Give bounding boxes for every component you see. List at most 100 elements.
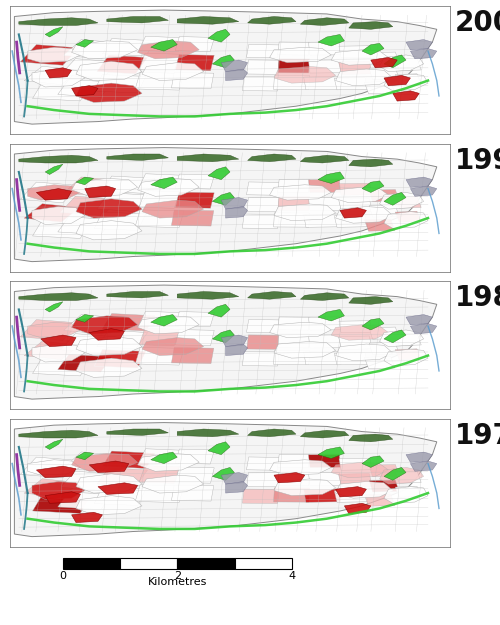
Polygon shape bbox=[45, 302, 63, 312]
Polygon shape bbox=[308, 198, 341, 211]
Polygon shape bbox=[274, 204, 336, 221]
Polygon shape bbox=[349, 22, 393, 29]
Polygon shape bbox=[308, 454, 341, 468]
Text: 0: 0 bbox=[60, 571, 66, 581]
Polygon shape bbox=[28, 322, 80, 338]
Polygon shape bbox=[336, 487, 366, 497]
Polygon shape bbox=[369, 342, 399, 354]
Polygon shape bbox=[384, 212, 428, 228]
Polygon shape bbox=[20, 319, 79, 340]
Polygon shape bbox=[270, 322, 331, 338]
Polygon shape bbox=[107, 291, 168, 298]
Polygon shape bbox=[135, 72, 184, 90]
Polygon shape bbox=[76, 336, 142, 356]
Polygon shape bbox=[32, 359, 88, 376]
Polygon shape bbox=[384, 55, 406, 68]
Polygon shape bbox=[72, 316, 138, 334]
Polygon shape bbox=[369, 464, 399, 477]
Polygon shape bbox=[406, 177, 432, 187]
Polygon shape bbox=[36, 466, 76, 478]
Polygon shape bbox=[107, 429, 168, 436]
Polygon shape bbox=[349, 434, 393, 442]
Polygon shape bbox=[139, 449, 185, 464]
Polygon shape bbox=[248, 429, 296, 437]
Polygon shape bbox=[212, 55, 234, 68]
Polygon shape bbox=[102, 176, 155, 193]
Polygon shape bbox=[247, 60, 279, 74]
Polygon shape bbox=[406, 314, 432, 325]
Polygon shape bbox=[384, 76, 410, 86]
Polygon shape bbox=[248, 16, 296, 24]
Polygon shape bbox=[304, 76, 341, 90]
Polygon shape bbox=[274, 479, 336, 496]
Polygon shape bbox=[384, 330, 406, 342]
Polygon shape bbox=[278, 471, 310, 486]
Polygon shape bbox=[371, 58, 397, 68]
Polygon shape bbox=[102, 451, 155, 468]
Polygon shape bbox=[242, 76, 279, 91]
Polygon shape bbox=[395, 486, 421, 498]
Polygon shape bbox=[58, 217, 112, 234]
Polygon shape bbox=[24, 66, 80, 84]
Polygon shape bbox=[76, 496, 142, 515]
Polygon shape bbox=[369, 68, 399, 79]
Polygon shape bbox=[94, 212, 146, 231]
Polygon shape bbox=[107, 16, 168, 23]
Polygon shape bbox=[142, 475, 204, 493]
Polygon shape bbox=[221, 335, 248, 347]
Polygon shape bbox=[172, 72, 214, 89]
Polygon shape bbox=[89, 329, 124, 340]
Polygon shape bbox=[226, 69, 248, 81]
Polygon shape bbox=[32, 84, 88, 101]
Polygon shape bbox=[60, 196, 118, 216]
Polygon shape bbox=[97, 192, 148, 211]
Polygon shape bbox=[369, 205, 399, 217]
Polygon shape bbox=[278, 196, 310, 211]
Polygon shape bbox=[138, 316, 199, 334]
Polygon shape bbox=[172, 348, 214, 364]
Polygon shape bbox=[364, 494, 395, 506]
Polygon shape bbox=[89, 461, 129, 472]
Text: 1980-84: 1980-84 bbox=[455, 284, 500, 312]
Polygon shape bbox=[406, 452, 432, 462]
Polygon shape bbox=[308, 472, 341, 486]
Polygon shape bbox=[76, 358, 142, 377]
Polygon shape bbox=[318, 309, 344, 321]
Polygon shape bbox=[102, 39, 155, 56]
Polygon shape bbox=[362, 181, 384, 192]
Polygon shape bbox=[384, 468, 406, 480]
Polygon shape bbox=[384, 487, 428, 503]
Polygon shape bbox=[76, 39, 94, 48]
Polygon shape bbox=[308, 317, 341, 330]
Bar bbox=[120, 558, 178, 569]
Polygon shape bbox=[19, 430, 98, 438]
Polygon shape bbox=[139, 174, 185, 189]
Polygon shape bbox=[304, 351, 341, 365]
Polygon shape bbox=[94, 487, 146, 506]
Polygon shape bbox=[406, 39, 432, 50]
Polygon shape bbox=[221, 198, 248, 209]
Polygon shape bbox=[72, 512, 102, 522]
Polygon shape bbox=[278, 59, 310, 73]
Text: 1990-94: 1990-94 bbox=[455, 147, 500, 175]
Polygon shape bbox=[242, 214, 279, 229]
Polygon shape bbox=[94, 349, 146, 368]
Polygon shape bbox=[395, 349, 421, 360]
Polygon shape bbox=[212, 468, 234, 480]
Polygon shape bbox=[208, 29, 230, 42]
Polygon shape bbox=[384, 74, 428, 91]
Polygon shape bbox=[221, 472, 248, 484]
Polygon shape bbox=[410, 186, 437, 196]
Polygon shape bbox=[175, 449, 214, 464]
Polygon shape bbox=[138, 41, 199, 59]
Polygon shape bbox=[72, 178, 138, 196]
Polygon shape bbox=[76, 61, 142, 81]
Polygon shape bbox=[58, 492, 112, 509]
Polygon shape bbox=[380, 468, 424, 484]
Polygon shape bbox=[151, 314, 177, 326]
Polygon shape bbox=[384, 349, 428, 366]
Polygon shape bbox=[393, 91, 419, 101]
Polygon shape bbox=[32, 497, 88, 513]
Polygon shape bbox=[76, 474, 142, 493]
Polygon shape bbox=[85, 186, 116, 198]
